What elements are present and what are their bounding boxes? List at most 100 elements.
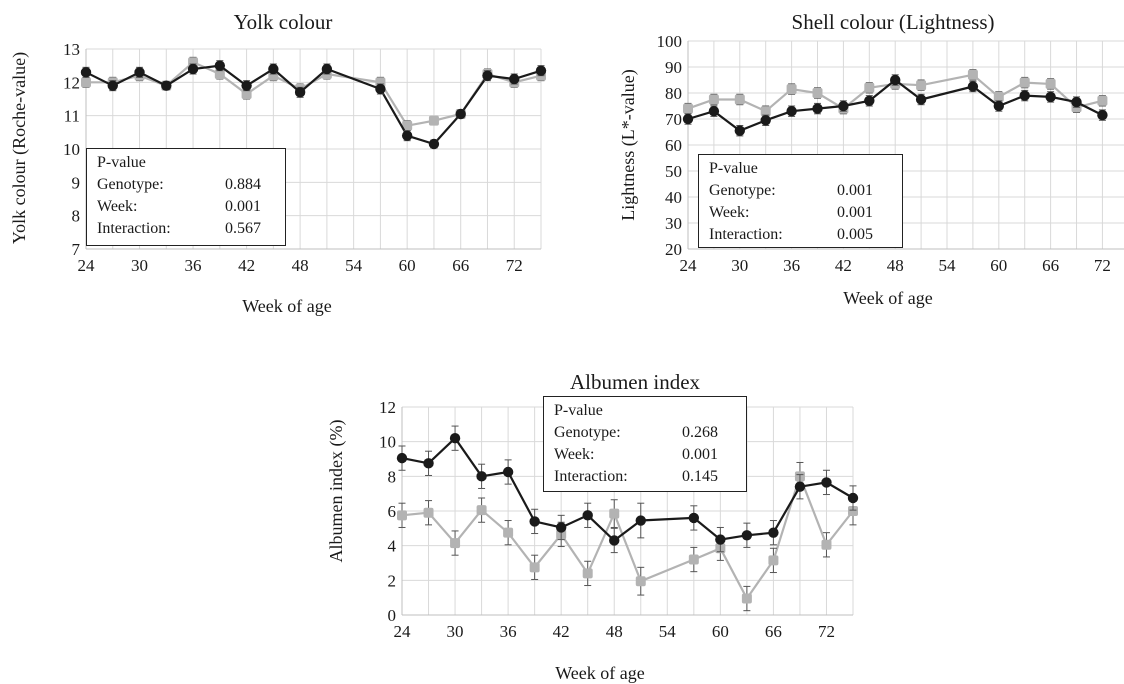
x-tick-label: 24 (78, 256, 96, 275)
data-point (241, 80, 252, 91)
x-axis-label: Week of age (843, 288, 933, 308)
x-tick-label: 36 (783, 256, 800, 275)
data-point (450, 538, 461, 549)
data-point (214, 60, 226, 71)
data-point (401, 130, 413, 141)
data-point (582, 510, 593, 521)
data-point (241, 89, 252, 99)
data-point (967, 81, 979, 92)
data-point (916, 80, 927, 91)
data-point (402, 120, 413, 131)
data-point (161, 80, 172, 91)
x-tick-label: 30 (731, 256, 748, 275)
data-point (864, 82, 875, 93)
data-point (428, 138, 440, 150)
data-point (734, 94, 745, 105)
data-point (1045, 91, 1056, 103)
pvalue-value: 0.884 (225, 176, 261, 193)
pvalue-row: Genotype: 0.884 (97, 174, 275, 196)
x-tick-label: 72 (506, 256, 523, 275)
y-tick-label: 0 (388, 606, 397, 625)
y-tick-label: 100 (657, 32, 683, 51)
pvalue-row: Interaction: 0.145 (554, 466, 736, 488)
data-point (529, 562, 540, 573)
y-tick-label: 70 (665, 110, 682, 129)
x-tick-label: 48 (606, 622, 623, 641)
y-tick-label: 8 (72, 207, 81, 226)
data-point (688, 554, 699, 565)
data-point (915, 94, 927, 105)
x-tick-label: 66 (1042, 256, 1059, 275)
chart-title: Shell colour (Lightness) (792, 10, 995, 34)
pvalue-label: Genotype: (97, 176, 164, 193)
data-point (821, 539, 832, 550)
y-tick-label: 13 (63, 40, 80, 59)
data-point (555, 522, 567, 533)
data-point (1097, 95, 1108, 106)
data-point (268, 63, 279, 75)
chart-title: Yolk colour (234, 10, 333, 34)
data-point (214, 69, 225, 79)
x-axis-label: Week of age (242, 296, 332, 316)
data-point (1019, 90, 1030, 101)
y-tick-label: 80 (665, 84, 682, 103)
y-tick-label: 10 (379, 433, 396, 452)
y-tick-label: 40 (665, 188, 682, 207)
data-point (1019, 77, 1030, 88)
pvalue-box-yolk: P-value Genotype: 0.884 Week: 0.001 Intera… (86, 148, 286, 246)
data-point (1045, 78, 1056, 89)
data-point (715, 534, 726, 545)
series-0-line (687, 78, 1103, 132)
pvalue-value: 0.001 (682, 446, 718, 463)
pvalue-label: Week: (709, 204, 750, 221)
chart-1 (682, 40, 1124, 250)
pvalue-value: 0.001 (225, 198, 261, 215)
pvalue-box-albumen: P-value Genotype: 0.268 Week: 0.001 Intera… (543, 396, 747, 492)
y-tick-label: 60 (665, 136, 682, 155)
y-axis-label: Lightness (L*-value) (618, 69, 639, 220)
y-tick-label: 2 (388, 571, 397, 590)
data-point (294, 87, 306, 98)
x-tick-label: 42 (238, 256, 255, 275)
data-point (768, 555, 779, 566)
pvalue-row: Week: 0.001 (97, 196, 275, 218)
data-point (535, 65, 547, 76)
y-tick-label: 4 (388, 537, 397, 556)
pvalue-title: P-value (554, 402, 603, 419)
pvalue-label: Interaction: (97, 220, 171, 237)
pvalue-value: 0.268 (682, 424, 718, 441)
pvalue-row: Interaction: 0.005 (709, 224, 892, 246)
pvalue-label: Week: (554, 446, 595, 463)
x-tick-label: 66 (765, 622, 782, 641)
x-axis-label: Week of age (555, 663, 645, 683)
y-tick-label: 10 (63, 140, 80, 159)
pvalue-label: Week: (97, 198, 138, 215)
pvalue-row: Week: 0.001 (709, 202, 892, 224)
data-point (683, 103, 693, 114)
pvalue-value: 0.005 (837, 226, 873, 243)
data-point (509, 73, 520, 85)
data-point (734, 125, 746, 136)
data-point (449, 433, 461, 444)
x-tick-label: 48 (292, 256, 309, 275)
x-tick-label: 30 (131, 256, 148, 275)
data-point (529, 516, 540, 527)
data-point (847, 492, 859, 504)
y-tick-label: 30 (665, 214, 682, 233)
x-tick-label: 66 (452, 256, 469, 275)
series-1-line (86, 61, 542, 127)
y-tick-label: 12 (379, 398, 396, 417)
data-point (812, 103, 823, 114)
y-tick-label: 7 (72, 240, 81, 259)
data-point (786, 84, 797, 95)
pvalue-row: Interaction: 0.567 (97, 218, 275, 240)
x-tick-label: 48 (887, 256, 904, 275)
y-tick-label: 11 (64, 107, 80, 126)
data-point (794, 481, 806, 492)
pvalue-value: 0.145 (682, 468, 718, 485)
x-tick-label: 54 (939, 256, 957, 275)
data-point (682, 113, 694, 125)
data-point (375, 83, 386, 95)
